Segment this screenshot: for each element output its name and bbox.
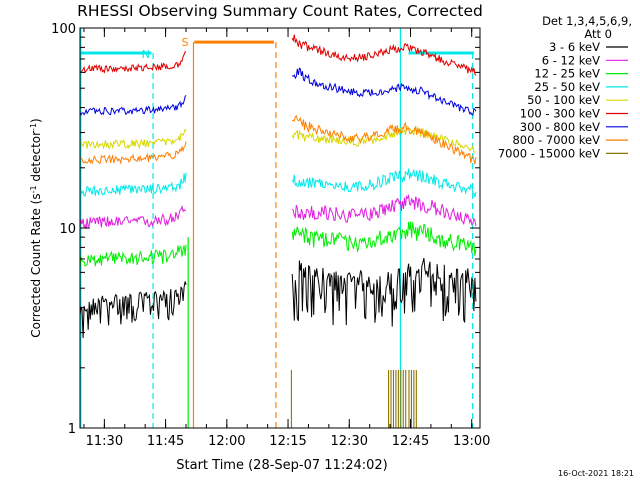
legend-header-1: Det 1,3,4,5,6,9, (542, 14, 632, 28)
annotation-layer: NS (80, 28, 474, 428)
series-300-800-kev (79, 67, 477, 116)
trace-line (79, 141, 187, 165)
y-tick-label: 100 (51, 22, 76, 37)
trace-line (291, 193, 477, 227)
legend-label: 12 - 25 keV (534, 67, 600, 81)
legend-label: 50 - 100 keV (527, 93, 600, 107)
trace-line (291, 257, 477, 327)
series-100-300-kev (79, 34, 477, 76)
y-tick-label: 10 (59, 222, 76, 237)
trace-line (291, 125, 476, 153)
legend-label: 800 - 7000 keV (512, 133, 600, 147)
series-25-50-kev (79, 168, 477, 198)
legend-label: 3 - 6 keV (549, 40, 600, 54)
x-tick-label: 12:45 (392, 434, 429, 449)
legend-label: 300 - 800 keV (520, 120, 600, 134)
trace-line (291, 67, 477, 116)
series-3-6-kev (79, 257, 477, 339)
series-6-12-kev (79, 193, 477, 230)
data-layer (79, 34, 477, 428)
chart-title: RHESSI Observing Summary Count Rates, Co… (77, 2, 483, 20)
trace-line (79, 204, 187, 230)
x-tick-label: 12:15 (269, 434, 306, 449)
series-50-100-kev (79, 125, 476, 153)
trace-line (291, 34, 477, 76)
trace-line (79, 51, 187, 74)
trace-line (79, 94, 187, 116)
y-axis-label: Corrected Count Rate (s-1 detector-1) (29, 118, 44, 337)
trace-line (291, 114, 477, 165)
series-800-7000-kev (79, 114, 477, 165)
x-axis-label: Start Time (28-Sep-07 11:24:02) (176, 458, 387, 473)
trace-line (79, 172, 187, 197)
legend-label: 25 - 50 keV (534, 80, 600, 94)
saa-label: S (181, 36, 188, 49)
legend-header-2: Att 0 (584, 27, 612, 41)
trace-line (79, 281, 187, 339)
trace-line (79, 128, 187, 150)
series-7000-15000-kev (290, 369, 417, 428)
x-tick-label: 13:00 (453, 434, 490, 449)
trace-line (291, 168, 477, 198)
x-tick-label: 11:30 (86, 434, 123, 449)
trace-line (79, 244, 187, 268)
legend-label: 100 - 300 keV (520, 107, 600, 121)
legend-label: 7000 - 15000 keV (498, 146, 600, 160)
legend-label: 6 - 12 keV (542, 53, 600, 67)
y-tick-label: 1 (68, 422, 76, 437)
footer-stamp: 16-Oct-2021 18:21 (558, 469, 634, 478)
night-label: N (142, 48, 150, 61)
x-tick-label: 12:00 (208, 434, 245, 449)
trace-line (291, 221, 477, 256)
x-tick-label: 11:45 (147, 434, 184, 449)
axes-layer: 11:30 11:45 12:00 12:15 12:30 12:45 13:00 1 10 10… (51, 22, 490, 449)
series-12-25-kev (79, 221, 477, 268)
x-tick-label: 12:30 (331, 434, 368, 449)
